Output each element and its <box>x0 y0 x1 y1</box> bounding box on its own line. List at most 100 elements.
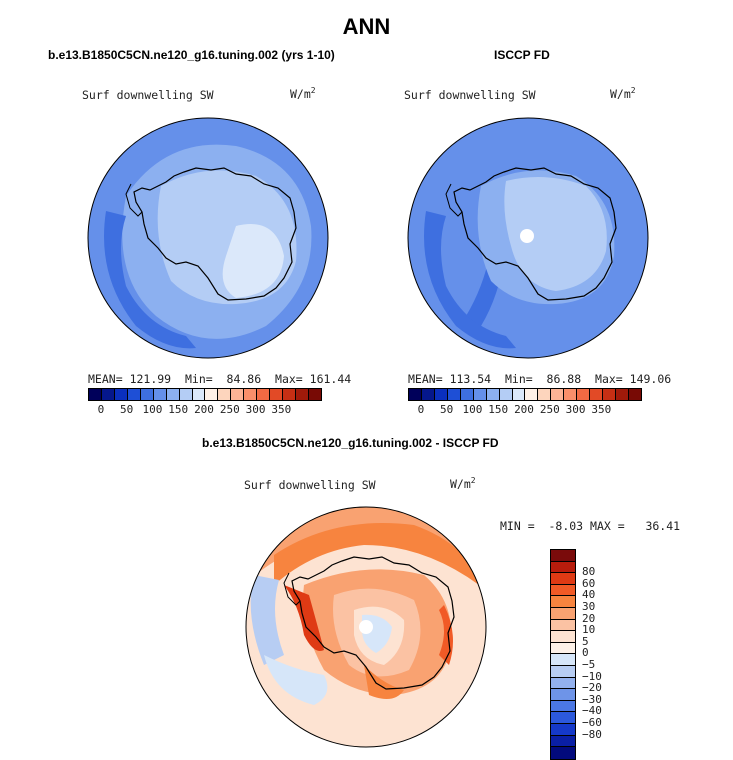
diff-colorbar-swatch <box>551 561 575 574</box>
model-colorbar-swatch <box>296 389 309 400</box>
diff-colorbar-swatch <box>551 596 575 608</box>
model-colorbar-ticks: 0 50 100 150 200 250 300 350 <box>88 403 320 417</box>
obs-colorbar-swatch <box>577 389 591 400</box>
obs-colorbar-tick-label: 200 <box>514 403 534 416</box>
model-colorbar-swatch <box>179 389 193 400</box>
diff-colorbar-tick-label: 30 <box>582 600 596 613</box>
diff-colorbar-swatch <box>551 700 575 713</box>
model-colorbar-swatch <box>205 389 219 400</box>
diff-colorbar-tick-label: −20 <box>582 681 602 695</box>
diff-panel-title: b.e13.B1850C5CN.ne120_g16.tuning.002 - I… <box>202 436 499 450</box>
model-colorbar-tick-label: 350 <box>271 403 292 416</box>
model-colorbar-swatch <box>218 389 232 400</box>
diff-colorbar-swatch <box>551 735 575 748</box>
obs-colorbar-swatch <box>512 389 526 400</box>
model-colorbar-swatch <box>308 389 321 400</box>
model-colorbar-tick-label: 0 <box>97 403 105 416</box>
diff-colorbar-swatch <box>551 631 575 643</box>
obs-units-label: W/m2 <box>610 86 636 101</box>
diff-colorbar-swatch <box>551 654 575 666</box>
obs-colorbar-swatch <box>538 389 552 400</box>
obs-stats: MEAN= 113.54 Min= 86.88 Max= 149.06 <box>408 372 672 386</box>
diff-colorbar-ticks: 80 60 40 30 20 10 5 0 −5 −10 −20 −30 −40 −60 −80 <box>582 549 622 745</box>
obs-pole-hole <box>520 229 534 243</box>
obs-colorbar-swatch <box>499 389 513 400</box>
obs-colorbar-swatch <box>603 389 616 400</box>
obs-colorbar-tick-label: 300 <box>565 403 586 416</box>
diff-colorbar-swatch <box>551 712 575 724</box>
diff-colorbar-swatch <box>551 619 575 632</box>
diff-colorbar-swatch <box>551 573 575 585</box>
model-colorbar-tick-label: 150 <box>168 403 189 416</box>
model-colorbar-swatch <box>283 389 296 400</box>
model-map <box>87 117 329 359</box>
model-colorbar-tick-label: 100 <box>142 403 163 416</box>
model-stats: MEAN= 121.99 Min= 84.86 Max= 161.44 <box>88 372 352 386</box>
obs-coastline <box>453 167 617 301</box>
diff-minmax: MIN = -8.03 MAX = 36.41 <box>500 519 681 533</box>
model-colorbar-tick-label: 300 <box>245 403 266 416</box>
model-colorbar-swatch <box>140 389 154 400</box>
model-colorbar-swatch <box>89 389 102 400</box>
obs-colorbar-swatch <box>421 389 435 400</box>
diff-colorbar-tick-label: 0 <box>582 646 589 660</box>
diff-colorbar-tick-label: 80 <box>582 565 596 579</box>
model-colorbar-swatch <box>153 389 167 400</box>
model-colorbar-swatch <box>127 389 141 400</box>
obs-colorbar-swatch <box>473 389 487 400</box>
diff-colorbar-swatch <box>551 723 575 736</box>
model-colorbar-tick-label: 250 <box>219 403 240 416</box>
diff-colorbar-tick-label: −60 <box>582 716 602 729</box>
model-coastline <box>133 167 297 301</box>
diff-colorbar-tick-label: −10 <box>582 669 602 683</box>
obs-colorbar-swatch <box>590 389 604 400</box>
obs-colorbar-tick-label: 350 <box>591 403 612 416</box>
obs-colorbar-tick-label: 50 <box>440 403 454 416</box>
obs-colorbar-swatch <box>409 389 422 400</box>
obs-colorbar-swatch <box>628 389 641 400</box>
model-units-label: W/m2 <box>290 86 316 101</box>
model-panel-title: b.e13.B1850C5CN.ne120_g16.tuning.002 (yr… <box>48 48 335 62</box>
diff-colorbar-swatch <box>551 747 575 759</box>
model-colorbar-swatch <box>192 389 206 400</box>
diff-map <box>245 506 487 748</box>
diff-colorbar-swatch <box>551 607 575 620</box>
model-colorbar-swatch <box>166 389 180 400</box>
diff-colorbar-tick-label: 40 <box>582 588 596 602</box>
model-colorbar-tick-label: 50 <box>120 403 134 416</box>
obs-colorbar-swatch <box>525 389 539 400</box>
diff-variable-label: Surf downwelling SW <box>244 478 376 492</box>
diff-colorbar-tick-label: −30 <box>582 692 602 706</box>
obs-variable-label: Surf downwelling SW <box>404 88 536 102</box>
obs-colorbar-tick-label: 100 <box>462 403 483 416</box>
diff-colorbar-tick-label: 10 <box>582 623 596 637</box>
obs-colorbar-tick-label: 250 <box>539 403 560 416</box>
obs-colorbar-tick-label: 150 <box>488 403 509 416</box>
diff-colorbar-tick-label: 20 <box>582 611 596 625</box>
model-colorbar <box>88 388 322 401</box>
diff-colorbar-tick-label: 60 <box>582 576 596 590</box>
model-colorbar-swatch <box>114 389 128 400</box>
model-variable-label: Surf downwelling SW <box>82 88 214 102</box>
obs-colorbar-tick-label: 0 <box>417 403 425 416</box>
diff-colorbar-swatch <box>551 665 575 678</box>
diff-colorbar-swatch <box>551 642 575 655</box>
diff-colorbar-tick-label: 5 <box>582 634 589 648</box>
obs-colorbar-swatch <box>616 389 629 400</box>
obs-colorbar-swatch <box>551 389 565 400</box>
obs-map <box>407 117 649 359</box>
diff-colorbar-tick-label: −80 <box>582 727 602 741</box>
obs-colorbar-swatch <box>434 389 448 400</box>
diff-colorbar-tick-label: −5 <box>582 658 596 671</box>
obs-colorbar-ticks: 0 50 100 150 200 250 300 350 <box>408 403 640 417</box>
main-title: ANN <box>342 14 391 39</box>
obs-colorbar-swatch <box>486 389 500 400</box>
diff-colorbar <box>550 549 576 760</box>
diff-colorbar-swatch <box>551 584 575 597</box>
diff-colorbar-tick-label: −40 <box>582 704 602 718</box>
model-colorbar-swatch <box>270 389 284 400</box>
model-colorbar-swatch <box>101 389 115 400</box>
diff-colorbar-swatch <box>551 550 575 562</box>
model-colorbar-tick-label: 200 <box>194 403 214 416</box>
obs-colorbar-swatch <box>564 389 578 400</box>
